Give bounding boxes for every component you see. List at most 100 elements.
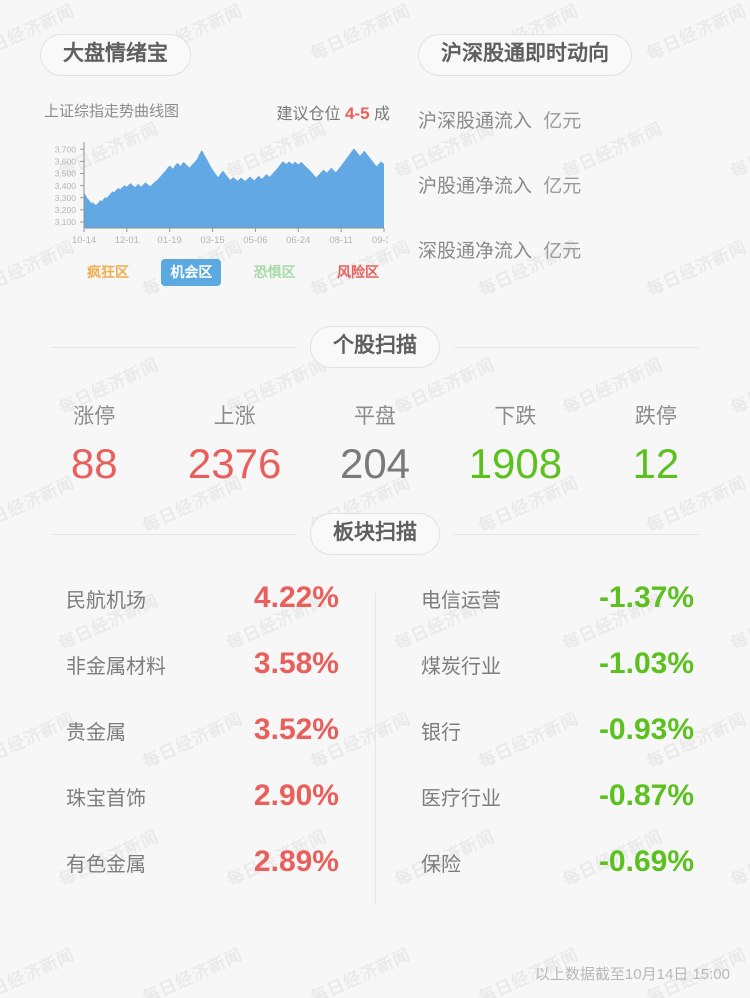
hsgt-row: 沪深股通流入 亿元 bbox=[418, 106, 738, 133]
watermark-text: 每日经济新闻 bbox=[0, 944, 78, 998]
x-axis-tick-label: 12-01 bbox=[115, 235, 139, 246]
scan-label: 下跌 bbox=[494, 405, 537, 429]
x-axis-tick-label: 03-15 bbox=[200, 235, 224, 246]
chart-caption: 上证综指走势曲线图 bbox=[44, 103, 180, 121]
sector-pct: 3.52% bbox=[253, 713, 339, 747]
y-axis-tick-label: 3,700 bbox=[55, 145, 77, 155]
top-section: 大盘情绪宝 上证综指走势曲线图 建议仓位 4-5 成 3,700 3,600 3,5… bbox=[0, 0, 750, 310]
hsgt-label: 沪深股通流入 bbox=[418, 111, 533, 133]
position-advice-prefix: 建议仓位 bbox=[276, 106, 345, 124]
sentiment-zone-row: 疯狂区 机会区 恐惧区 风险区 bbox=[40, 259, 388, 287]
sector-name: 珠宝首饰 bbox=[66, 788, 146, 811]
sector-name: 非金属材料 bbox=[66, 656, 166, 679]
position-advice-value: 4-5 bbox=[344, 104, 370, 124]
sector-row[interactable]: 银行 -0.93% bbox=[421, 713, 694, 779]
scan-cell-limit-down: 跌停 12 bbox=[586, 406, 726, 485]
scan-value: 2376 bbox=[187, 440, 282, 488]
sector-row[interactable]: 民航机场 4.22% bbox=[66, 581, 339, 647]
y-axis-tick-label: 3,200 bbox=[55, 205, 77, 215]
sector-row[interactable]: 电信运营 -1.37% bbox=[421, 581, 694, 647]
scan-cell-advancing: 上涨 2376 bbox=[164, 406, 304, 485]
hsgt-row: 沪股通净流入 亿元 bbox=[418, 171, 738, 198]
sector-pct: -0.87% bbox=[598, 779, 694, 813]
sector-name: 煤炭行业 bbox=[421, 656, 501, 679]
divider-left bbox=[51, 346, 296, 348]
sector-name: 电信运营 bbox=[421, 590, 501, 613]
sector-row[interactable]: 珠宝首饰 2.90% bbox=[66, 779, 339, 845]
scan-value: 1908 bbox=[468, 440, 563, 488]
hsgt-label: 沪股通净流入 bbox=[418, 176, 533, 198]
sector-scan-header: 板块扫描 bbox=[0, 513, 750, 556]
sector-gainers-column: 民航机场 4.22% 非金属材料 3.58% 贵金属 3.52% 珠宝首饰 2.… bbox=[0, 581, 373, 911]
position-advice-suffix: 成 bbox=[369, 106, 390, 124]
sector-name: 医疗行业 bbox=[421, 788, 501, 811]
hsgt-value bbox=[532, 176, 538, 197]
zone-fear[interactable]: 恐惧区 bbox=[253, 264, 296, 281]
hsgt-label: 深股通净流入 bbox=[418, 241, 533, 263]
divider-left bbox=[51, 533, 296, 535]
sector-name: 民航机场 bbox=[66, 590, 146, 613]
sector-pct: -1.03% bbox=[598, 647, 694, 681]
sector-name: 保险 bbox=[421, 854, 461, 877]
scan-value: 204 bbox=[339, 440, 411, 488]
sector-scan-section: 板块扫描 民航机场 4.22% 非金属材料 3.58% 贵金属 3.52% 珠宝… bbox=[0, 485, 750, 911]
hsgt-unit: 亿元 bbox=[543, 176, 582, 198]
sector-row[interactable]: 医疗行业 -0.87% bbox=[421, 779, 694, 845]
sector-pct: -0.69% bbox=[598, 845, 694, 879]
sector-name: 银行 bbox=[421, 722, 461, 745]
y-axis-tick-label: 3,300 bbox=[55, 193, 77, 203]
sector-scan-title: 板块扫描 bbox=[310, 513, 440, 556]
shanghai-composite-chart: 3,700 3,600 3,500 3,400 3,300 3,200 3,100 10-14… bbox=[40, 138, 388, 250]
sector-row[interactable]: 非金属材料 3.58% bbox=[66, 647, 339, 713]
sector-losers-column: 电信运营 -1.37% 煤炭行业 -1.03% 银行 -0.93% 医疗行业 -… bbox=[373, 581, 750, 911]
chart-svg: 3,700 3,600 3,500 3,400 3,300 3,200 3,100 10-14… bbox=[55, 142, 388, 246]
hsgt-flow-panel: 沪深股通即时动向 沪深股通流入 亿元 沪股通净流入 亿元 深股通净流入 亿元 bbox=[418, 34, 738, 301]
y-axis-tick-label: 3,500 bbox=[55, 169, 77, 179]
hsgt-unit: 亿元 bbox=[543, 111, 582, 133]
sector-pct: 2.89% bbox=[253, 845, 339, 879]
sector-row[interactable]: 有色金属 2.89% bbox=[66, 845, 339, 911]
hsgt-value bbox=[532, 241, 538, 262]
sector-pct: 2.90% bbox=[253, 779, 339, 813]
sector-pct: 4.22% bbox=[253, 581, 339, 615]
stock-scan-grid: 涨停 88 上涨 2376 平盘 204 下跌 1908 跌停 12 bbox=[0, 406, 750, 485]
stock-scan-section: 个股扫描 涨停 88 上涨 2376 平盘 204 下跌 1908 跌停 12 bbox=[0, 310, 750, 485]
hsgt-value bbox=[532, 111, 538, 132]
divider-right bbox=[454, 346, 699, 348]
stock-scan-header: 个股扫描 bbox=[0, 326, 750, 369]
sector-name: 贵金属 bbox=[66, 722, 126, 745]
sector-row[interactable]: 煤炭行业 -1.03% bbox=[421, 647, 694, 713]
hsgt-row: 深股通净流入 亿元 bbox=[418, 236, 738, 263]
market-sentiment-panel: 大盘情绪宝 上证综指走势曲线图 建议仓位 4-5 成 3,700 3,600 3,5… bbox=[40, 34, 390, 287]
zone-opportunity[interactable]: 机会区 bbox=[161, 259, 222, 287]
sector-pct: -1.37% bbox=[598, 581, 694, 615]
sector-row[interactable]: 贵金属 3.52% bbox=[66, 713, 339, 779]
sector-column-divider bbox=[375, 593, 376, 906]
scan-label: 平盘 bbox=[354, 405, 397, 429]
x-axis-tick-label: 05-06 bbox=[243, 235, 267, 246]
sector-grid: 民航机场 4.22% 非金属材料 3.58% 贵金属 3.52% 珠宝首饰 2.… bbox=[0, 581, 750, 911]
x-axis-tick-label: 01-19 bbox=[158, 235, 182, 246]
chart-area-series bbox=[84, 148, 384, 229]
sector-pct: 3.58% bbox=[253, 647, 339, 681]
hsgt-panel-title: 沪深股通即时动向 bbox=[418, 34, 632, 77]
position-advice: 建议仓位 4-5 成 bbox=[277, 100, 390, 124]
watermark-text: 每日经济新闻 bbox=[307, 944, 414, 998]
sentiment-panel-title: 大盘情绪宝 bbox=[40, 34, 191, 77]
zone-risk[interactable]: 风险区 bbox=[336, 264, 379, 281]
scan-value: 88 bbox=[70, 440, 118, 488]
stock-scan-title: 个股扫描 bbox=[310, 326, 440, 369]
y-axis-tick-label: 3,100 bbox=[55, 217, 77, 227]
y-axis-tick-label: 3,400 bbox=[55, 181, 77, 191]
hsgt-unit: 亿元 bbox=[543, 241, 582, 263]
x-axis-tick-label: 08-11 bbox=[329, 235, 353, 246]
scan-cell-declining: 下跌 1908 bbox=[445, 406, 585, 485]
data-timestamp-note: 以上数据截至10月14日 15:00 bbox=[534, 966, 730, 983]
divider-right bbox=[454, 533, 699, 535]
scan-label: 跌停 bbox=[634, 405, 677, 429]
zone-crazy[interactable]: 疯狂区 bbox=[87, 264, 129, 281]
sector-row[interactable]: 保险 -0.69% bbox=[421, 845, 694, 911]
scan-value: 12 bbox=[632, 440, 680, 488]
watermark-text: 每日经济新闻 bbox=[139, 944, 246, 998]
x-axis-tick-label: 09-30 bbox=[372, 235, 388, 246]
